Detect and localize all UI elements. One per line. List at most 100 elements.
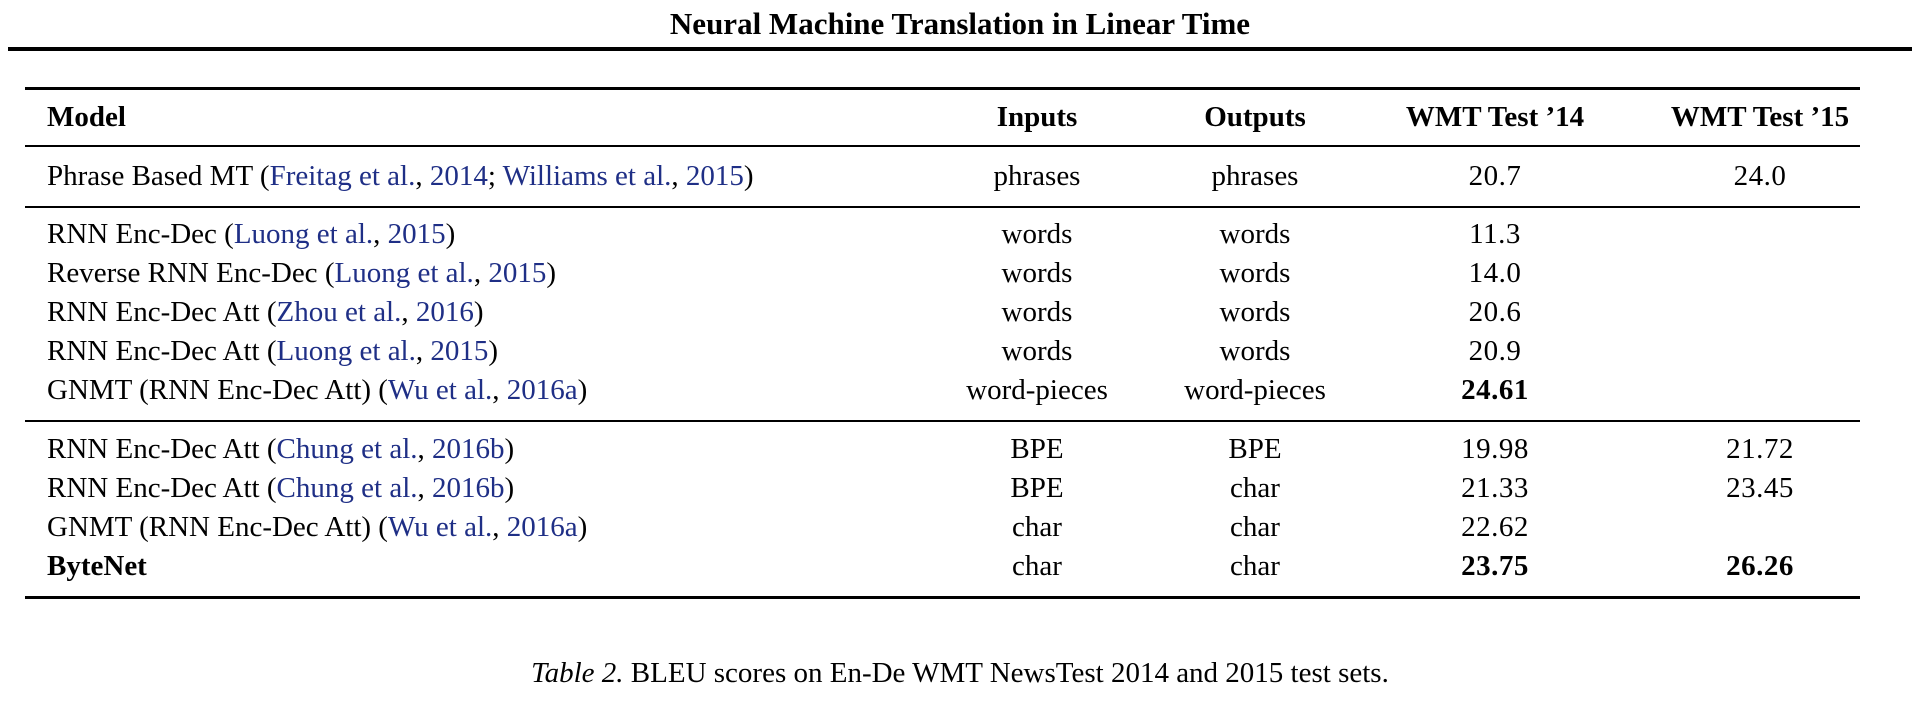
inputs-cell: words — [1001, 218, 1073, 250]
model-cell: Phrase Based MT (Freitag et al., 2014; W… — [47, 160, 754, 192]
citation-year-link[interactable]: 2015 — [387, 218, 446, 250]
citation-authors-link[interactable]: Williams et al. — [502, 160, 672, 192]
citation-year-link[interactable]: 2015 — [430, 335, 489, 367]
citation-authors-link[interactable]: Luong et al. — [334, 257, 474, 289]
outputs-cell: words — [1219, 218, 1291, 250]
citation-year-link[interactable]: 2016 — [415, 296, 474, 328]
running-title: Neural Machine Translation in Linear Tim… — [669, 6, 1251, 41]
wmt15-score-cell — [1640, 371, 1880, 410]
table-row: RNN Enc-Dec Att (Luong et al., 2015) word… — [0, 332, 1920, 371]
model-cell: RNN Enc-Dec Att (Zhou et al., 2016) — [47, 296, 484, 328]
wmt15-score-cell: 24.0 — [1733, 160, 1787, 192]
outputs-cell: phrases — [1211, 160, 1299, 192]
wmt15-score-cell: 23.45 — [1726, 472, 1794, 504]
table-bottom-rule — [25, 596, 1860, 599]
table-row: GNMT (RNN Enc-Dec Att) (Wu et al., 2016a… — [0, 371, 1920, 410]
model-name: RNN Enc-Dec — [47, 218, 217, 250]
citation-authors-link[interactable]: Luong et al. — [276, 335, 416, 367]
table-header-row: Model Inputs Outputs WMT Test ’14 WMT Te… — [0, 98, 1920, 137]
model-name: ByteNet — [47, 550, 147, 582]
wmt15-score-cell — [1640, 215, 1880, 254]
table-row: Reverse RNN Enc-Dec (Luong et al., 2015)… — [0, 254, 1920, 293]
outputs-cell: words — [1219, 296, 1291, 328]
inputs-cell: char — [1012, 511, 1062, 543]
inputs-cell: BPE — [1010, 433, 1064, 465]
table-row: RNN Enc-Dec Att (Zhou et al., 2016) words… — [0, 293, 1920, 332]
model-cell: ByteNet — [47, 547, 147, 586]
wmt14-score-cell: 23.75 — [1461, 550, 1529, 582]
citation-year-link[interactable]: 2016b — [432, 433, 505, 465]
caption-label: Table 2. — [531, 657, 624, 689]
citation-authors-link[interactable]: Freitag et al. — [269, 160, 416, 192]
header-wmt14: WMT Test ’14 — [1405, 101, 1585, 133]
header-outputs: Outputs — [1204, 101, 1306, 133]
header-model: Model — [47, 101, 126, 133]
wmt15-score-cell: 26.26 — [1726, 550, 1794, 582]
citation-authors-link[interactable]: Wu et al. — [387, 511, 493, 543]
header-wmt15: WMT Test ’15 — [1670, 101, 1850, 133]
citation-authors-link[interactable]: Chung et al. — [276, 433, 418, 465]
inputs-cell: word-pieces — [966, 374, 1108, 406]
citation-year-link[interactable]: 2014 — [429, 160, 488, 192]
header-rule-bottom — [25, 145, 1860, 147]
model-cell: GNMT (RNN Enc-Dec Att) (Wu et al., 2016a… — [47, 374, 588, 406]
citation-authors-link[interactable]: Zhou et al. — [276, 296, 402, 328]
inputs-cell: BPE — [1010, 472, 1064, 504]
citation-year-link[interactable]: 2015 — [685, 160, 744, 192]
model-cell: RNN Enc-Dec (Luong et al., 2015) — [47, 218, 456, 250]
wmt15-score-cell — [1640, 332, 1880, 371]
table-caption: Table 2. BLEU scores on En-De WMT NewsTe… — [0, 654, 1920, 692]
citation-authors-link[interactable]: Luong et al. — [233, 218, 374, 250]
inputs-cell: words — [1001, 257, 1073, 289]
outputs-cell: BPE — [1228, 433, 1282, 465]
model-cell: RNN Enc-Dec Att (Chung et al., 2016b) — [47, 433, 515, 465]
model-cell: RNN Enc-Dec Att (Chung et al., 2016b) — [47, 472, 515, 504]
citation-authors-link[interactable]: Wu et al. — [387, 374, 493, 406]
wmt14-score-cell: 14.0 — [1468, 257, 1522, 289]
table-row: Phrase Based MT (Freitag et al., 2014; W… — [0, 157, 1920, 196]
model-name: RNN Enc-Dec Att — [47, 472, 260, 504]
citation-year-link[interactable]: 2015 — [488, 257, 547, 289]
model-name: Phrase Based MT — [47, 160, 253, 192]
table-row: RNN Enc-Dec Att (Chung et al., 2016b) BPE… — [0, 469, 1920, 508]
outputs-cell: char — [1230, 472, 1280, 504]
model-cell: GNMT (RNN Enc-Dec Att) (Wu et al., 2016a… — [47, 511, 588, 543]
wmt14-score-cell: 19.98 — [1461, 433, 1529, 465]
citation-year-link[interactable]: 2016b — [432, 472, 505, 504]
citation-year-link[interactable]: 2016a — [506, 374, 578, 406]
citation-authors-link[interactable]: Chung et al. — [276, 472, 418, 504]
inputs-cell: char — [1012, 550, 1062, 582]
table-row: GNMT (RNN Enc-Dec Att) (Wu et al., 2016a… — [0, 508, 1920, 547]
model-name: RNN Enc-Dec Att — [47, 433, 260, 465]
wmt14-score-cell: 21.33 — [1461, 472, 1529, 504]
outputs-cell: word-pieces — [1184, 374, 1326, 406]
outputs-cell: char — [1230, 511, 1280, 543]
header-rule — [8, 47, 1912, 51]
model-name: GNMT (RNN Enc-Dec Att) — [47, 374, 372, 406]
wmt15-score-cell — [1640, 293, 1880, 332]
wmt14-score-cell: 20.7 — [1468, 160, 1522, 192]
inputs-cell: phrases — [993, 160, 1081, 192]
group-rule-2 — [25, 420, 1860, 422]
model-name: RNN Enc-Dec Att — [47, 296, 260, 328]
table-row: ByteNet char char 23.75 26.26 — [0, 547, 1920, 586]
wmt15-score-cell — [1640, 508, 1880, 547]
model-name: GNMT (RNN Enc-Dec Att) — [47, 511, 372, 543]
group-rule-1 — [25, 206, 1860, 208]
wmt15-score-cell — [1640, 254, 1880, 293]
wmt14-score-cell: 20.9 — [1468, 335, 1522, 367]
citation-year-link[interactable]: 2016a — [506, 511, 578, 543]
wmt14-score-cell: 11.3 — [1469, 218, 1521, 250]
outputs-cell: words — [1219, 257, 1291, 289]
outputs-cell: char — [1230, 550, 1280, 582]
model-name: Reverse RNN Enc-Dec — [47, 257, 318, 289]
wmt15-score-cell: 21.72 — [1726, 433, 1794, 465]
model-cell: Reverse RNN Enc-Dec (Luong et al., 2015) — [47, 257, 556, 289]
header-inputs: Inputs — [996, 101, 1078, 133]
caption-text: BLEU scores on En-De WMT NewsTest 2014 a… — [630, 657, 1389, 689]
inputs-cell: words — [1001, 335, 1073, 367]
table-top-rule — [25, 87, 1860, 90]
model-cell: RNN Enc-Dec Att (Luong et al., 2015) — [47, 335, 499, 367]
wmt14-score-cell: 24.61 — [1461, 374, 1529, 406]
wmt14-score-cell: 20.6 — [1468, 296, 1522, 328]
